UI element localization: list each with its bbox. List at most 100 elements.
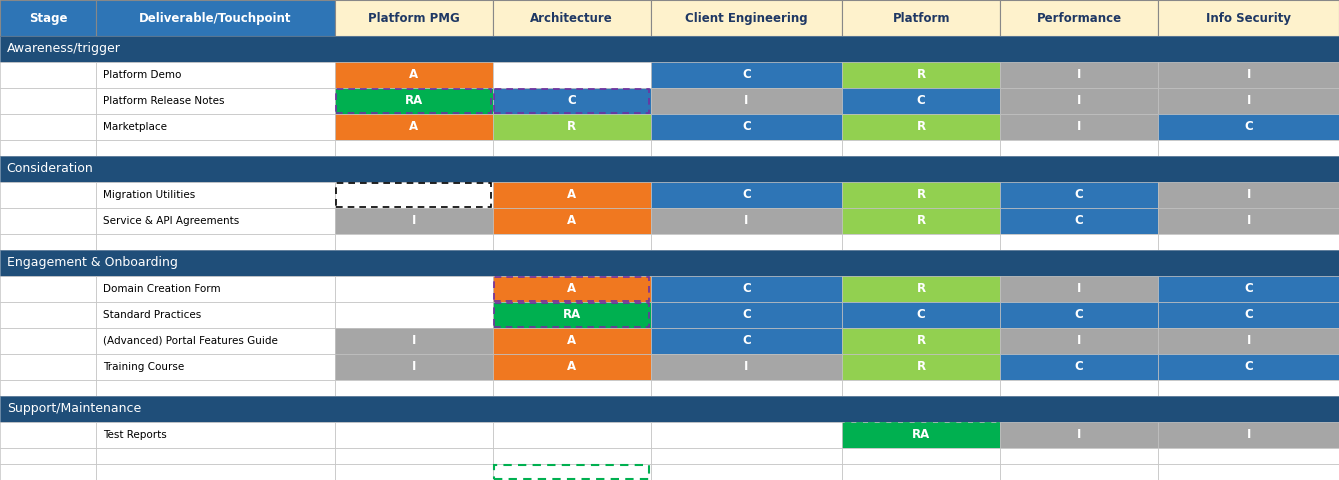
Text: Test Reports: Test Reports xyxy=(103,430,167,440)
Bar xyxy=(651,354,842,380)
Text: I: I xyxy=(1077,68,1082,82)
Text: Training Course: Training Course xyxy=(103,361,185,372)
Bar xyxy=(1000,302,1158,328)
Text: R: R xyxy=(917,334,925,347)
Text: A: A xyxy=(568,214,576,227)
Text: C: C xyxy=(917,95,925,108)
Bar xyxy=(96,62,335,88)
Bar xyxy=(335,140,493,156)
Bar xyxy=(335,0,493,36)
Text: C: C xyxy=(742,188,751,201)
Bar xyxy=(651,140,842,156)
Text: A: A xyxy=(568,282,576,295)
Bar xyxy=(842,182,1000,208)
Bar xyxy=(0,0,96,36)
Bar xyxy=(842,234,1000,250)
Bar xyxy=(493,380,651,396)
Text: R: R xyxy=(917,68,925,82)
Bar xyxy=(493,182,651,208)
Text: I: I xyxy=(411,360,416,373)
Text: I: I xyxy=(411,214,416,227)
Bar xyxy=(96,354,335,380)
Text: C: C xyxy=(917,308,925,321)
Bar xyxy=(1000,0,1158,36)
Bar xyxy=(651,88,842,114)
Bar xyxy=(842,140,1000,156)
Text: RA: RA xyxy=(912,428,931,441)
Bar xyxy=(1158,328,1339,354)
Bar xyxy=(96,328,335,354)
Bar xyxy=(1158,276,1339,302)
Bar xyxy=(96,234,335,250)
Bar xyxy=(651,0,842,36)
Bar xyxy=(0,182,96,208)
Text: Support/Maintenance: Support/Maintenance xyxy=(7,402,141,415)
Bar xyxy=(842,114,1000,140)
Bar xyxy=(1000,276,1158,302)
Bar xyxy=(335,182,493,208)
Bar xyxy=(842,380,1000,396)
Bar xyxy=(1000,140,1158,156)
Bar xyxy=(0,447,96,464)
Bar xyxy=(96,140,335,156)
Text: C: C xyxy=(1244,308,1253,321)
Bar xyxy=(336,183,491,207)
Bar xyxy=(335,354,493,380)
Bar xyxy=(335,380,493,396)
Text: I: I xyxy=(1247,188,1251,201)
Text: C: C xyxy=(742,308,751,321)
Bar xyxy=(335,447,493,464)
Text: Engagement & Onboarding: Engagement & Onboarding xyxy=(7,256,178,269)
Bar xyxy=(493,276,651,302)
Text: I: I xyxy=(1077,282,1082,295)
Bar xyxy=(651,182,842,208)
Bar xyxy=(842,354,1000,380)
Bar xyxy=(1000,421,1158,447)
Bar xyxy=(96,114,335,140)
Text: I: I xyxy=(744,360,749,373)
Bar xyxy=(335,276,493,302)
Text: Domain Creation Form: Domain Creation Form xyxy=(103,284,221,294)
Bar xyxy=(1000,114,1158,140)
Text: I: I xyxy=(1247,334,1251,347)
Text: I: I xyxy=(1247,95,1251,108)
Text: I: I xyxy=(744,214,749,227)
Bar xyxy=(96,88,335,114)
Bar xyxy=(651,447,842,464)
Bar xyxy=(651,302,842,328)
Bar xyxy=(1158,140,1339,156)
Bar xyxy=(493,114,651,140)
Bar xyxy=(96,302,335,328)
Text: I: I xyxy=(1077,95,1082,108)
Bar xyxy=(493,208,651,234)
Text: R: R xyxy=(917,188,925,201)
Bar xyxy=(0,140,96,156)
Bar xyxy=(494,89,649,113)
Bar xyxy=(651,62,842,88)
Bar xyxy=(842,62,1000,88)
Text: C: C xyxy=(1244,360,1253,373)
Bar xyxy=(336,89,491,113)
Bar xyxy=(1158,302,1339,328)
Bar xyxy=(335,62,493,88)
Text: Service & API Agreements: Service & API Agreements xyxy=(103,216,240,226)
Bar xyxy=(335,88,493,114)
Bar xyxy=(842,447,1000,464)
Bar xyxy=(1158,447,1339,464)
Bar xyxy=(842,208,1000,234)
Text: A: A xyxy=(568,360,576,373)
Text: Platform: Platform xyxy=(893,12,949,24)
Bar xyxy=(493,0,651,36)
Bar xyxy=(0,464,96,480)
Bar xyxy=(651,276,842,302)
Bar xyxy=(1000,88,1158,114)
Bar xyxy=(335,328,493,354)
Text: A: A xyxy=(410,120,418,133)
Bar xyxy=(96,0,335,36)
Bar xyxy=(0,114,96,140)
Text: Migration Utilities: Migration Utilities xyxy=(103,190,195,200)
Text: Awareness/trigger: Awareness/trigger xyxy=(7,42,121,56)
Bar xyxy=(493,447,651,464)
Text: I: I xyxy=(1077,334,1082,347)
Bar xyxy=(1158,464,1339,480)
